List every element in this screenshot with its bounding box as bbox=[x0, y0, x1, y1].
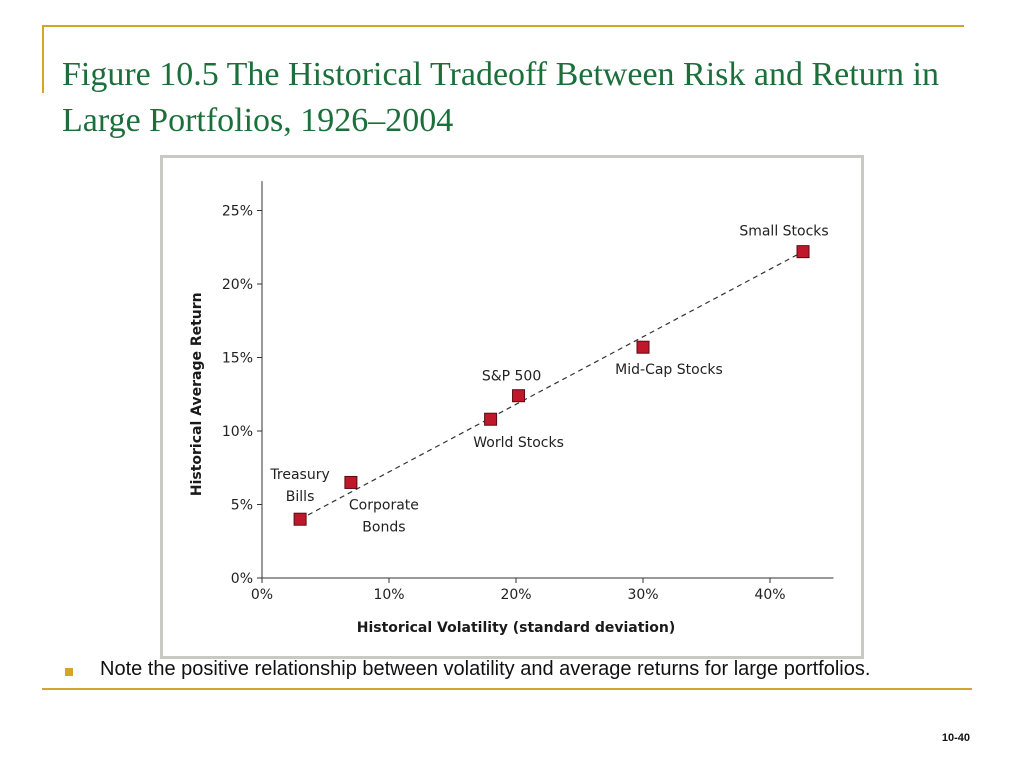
data-point-marker bbox=[484, 412, 498, 426]
x-tick-label: 40% bbox=[754, 587, 785, 603]
x-tick-label: 30% bbox=[627, 587, 658, 603]
data-point-label: Treasury Bills bbox=[269, 467, 329, 505]
bottom-frame-rule bbox=[42, 688, 972, 690]
data-point-label: Corporate Bonds bbox=[349, 497, 419, 535]
x-tick-label: 0% bbox=[251, 587, 273, 603]
y-tick-label: 25% bbox=[222, 204, 253, 220]
trend-line bbox=[299, 251, 804, 520]
data-point-label: Small Stocks bbox=[739, 224, 828, 240]
data-point-label: Mid-Cap Stocks bbox=[615, 362, 723, 378]
y-tick-label: 10% bbox=[222, 424, 253, 440]
y-tick-label: 5% bbox=[231, 498, 253, 514]
scatter-chart: 0% 10% 20% 30% 40% 0% 5% 10% 15% 20% 25% Historical… bbox=[189, 181, 834, 636]
data-point-marker bbox=[344, 475, 358, 489]
data-point-marker bbox=[796, 245, 810, 259]
y-axis-title: Historical Average Return bbox=[189, 292, 205, 496]
slide-title: Figure 10.5 The Historical Tradeoff Betw… bbox=[62, 56, 939, 139]
bullet-text: Note the positive relationship between v… bbox=[100, 658, 871, 680]
data-point-marker bbox=[293, 512, 307, 526]
y-tick-label: 15% bbox=[222, 351, 253, 367]
data-point-label: World Stocks bbox=[473, 435, 564, 451]
x-axis-title: Historical Volatility (standard deviatio… bbox=[357, 620, 675, 636]
top-frame-rule bbox=[42, 25, 964, 27]
chart-panel: 0% 10% 20% 30% 40% 0% 5% 10% 15% 20% 25% Historical… bbox=[160, 155, 864, 659]
left-frame-rule bbox=[42, 25, 44, 93]
square-bullet-icon bbox=[65, 668, 73, 676]
y-tick-label: 0% bbox=[231, 571, 253, 587]
page-number: 10-40 bbox=[941, 732, 970, 744]
y-tick-label: 20% bbox=[222, 277, 253, 293]
x-tick-label: 10% bbox=[373, 587, 404, 603]
data-point-marker bbox=[636, 340, 650, 354]
data-point-label: S&P 500 bbox=[482, 369, 541, 385]
x-tick-label: 20% bbox=[500, 587, 531, 603]
data-point-marker bbox=[512, 389, 526, 403]
